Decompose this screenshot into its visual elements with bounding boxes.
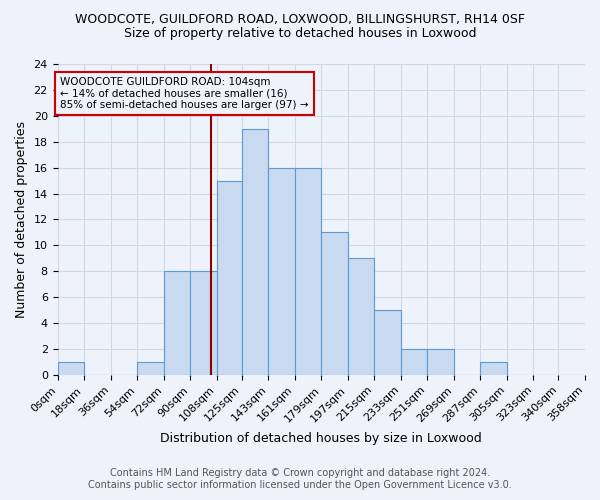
- Bar: [137, 362, 164, 375]
- Bar: [268, 168, 295, 375]
- Bar: [401, 349, 427, 375]
- Bar: [190, 272, 217, 375]
- Bar: [58, 362, 84, 375]
- Bar: [321, 232, 348, 375]
- Text: WOODCOTE GUILDFORD ROAD: 104sqm
← 14% of detached houses are smaller (16)
85% of: WOODCOTE GUILDFORD ROAD: 104sqm ← 14% of…: [61, 77, 309, 110]
- Text: Size of property relative to detached houses in Loxwood: Size of property relative to detached ho…: [124, 28, 476, 40]
- Bar: [295, 168, 321, 375]
- Bar: [217, 180, 242, 375]
- Bar: [348, 258, 374, 375]
- Bar: [242, 129, 268, 375]
- X-axis label: Distribution of detached houses by size in Loxwood: Distribution of detached houses by size …: [160, 432, 482, 445]
- Text: Contains HM Land Registry data © Crown copyright and database right 2024.
Contai: Contains HM Land Registry data © Crown c…: [88, 468, 512, 490]
- Bar: [374, 310, 401, 375]
- Text: WOODCOTE, GUILDFORD ROAD, LOXWOOD, BILLINGSHURST, RH14 0SF: WOODCOTE, GUILDFORD ROAD, LOXWOOD, BILLI…: [75, 12, 525, 26]
- Y-axis label: Number of detached properties: Number of detached properties: [15, 121, 28, 318]
- Bar: [427, 349, 454, 375]
- Bar: [481, 362, 507, 375]
- Bar: [164, 272, 190, 375]
